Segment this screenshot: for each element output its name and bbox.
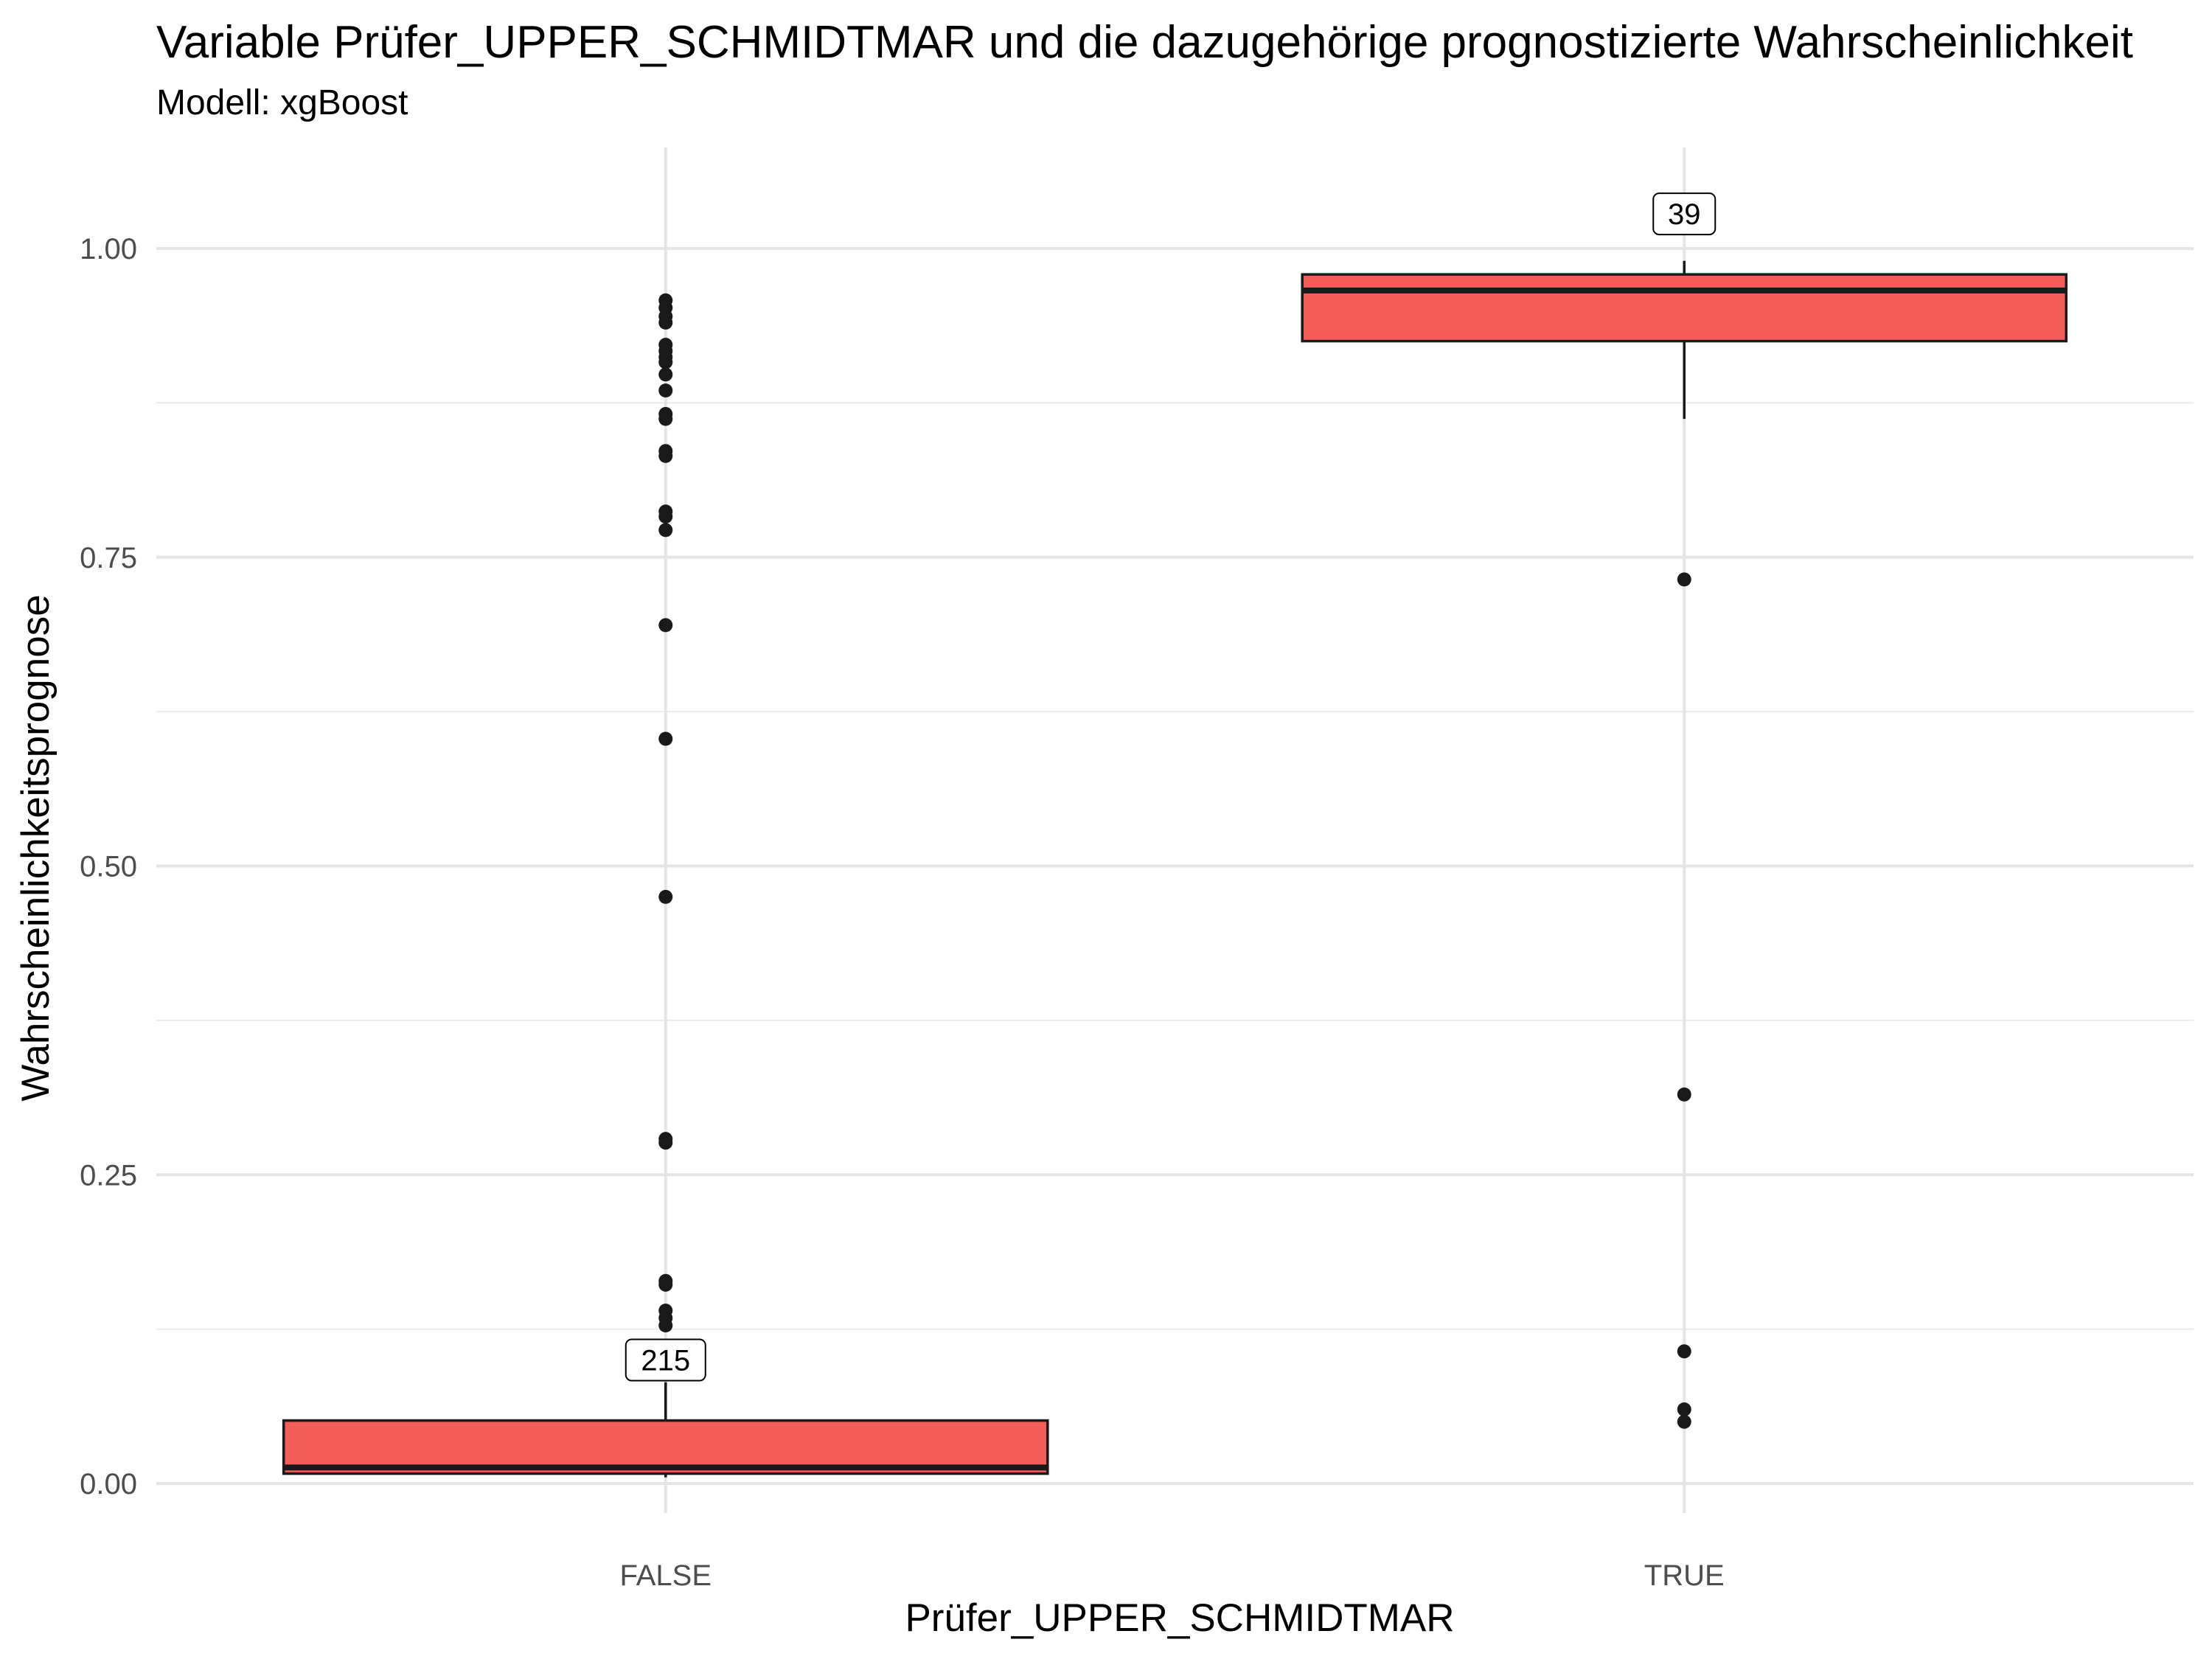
grid-lines — [156, 147, 2194, 1513]
outlier-point — [658, 448, 673, 463]
outlier-point — [658, 1277, 673, 1292]
count-label-box — [1652, 192, 1717, 236]
outlier-point — [658, 618, 673, 633]
outlier-points — [658, 293, 1691, 1429]
box-iqr — [1301, 273, 2068, 343]
x-axis-title: Prüfer_UPPER_SCHMIDTMAR — [905, 1596, 1454, 1640]
y-tick-label: 1.00 — [80, 233, 137, 265]
y-tick-label: 0.75 — [80, 542, 137, 574]
outlier-point — [658, 889, 673, 904]
outlier-point — [658, 355, 673, 369]
x-axis-ticks: FALSE TRUE — [619, 1559, 1724, 1592]
outlier-point — [658, 731, 673, 746]
y-axis-title: Wahrscheinlichkeitsprognose — [14, 594, 58, 1101]
box-true — [1301, 260, 2068, 420]
count-labels: 215 39 — [625, 192, 1717, 1382]
count-label-true: 39 — [1652, 192, 1717, 236]
outlier-point — [1677, 1402, 1691, 1416]
outlier-point — [1677, 1344, 1691, 1359]
outlier-point — [658, 509, 673, 524]
y-tick-label: 0.25 — [80, 1159, 137, 1192]
count-label-text: 215 — [641, 1345, 690, 1377]
y-tick-label: 0.50 — [80, 851, 137, 883]
outlier-point — [658, 367, 673, 382]
outlier-point — [1677, 1414, 1691, 1429]
outlier-point — [658, 1135, 673, 1150]
count-label-false: 215 — [625, 1338, 706, 1382]
outlier-point — [658, 523, 673, 538]
count-label-text: 39 — [1668, 198, 1701, 231]
outlier-point — [658, 316, 673, 330]
count-label-box — [625, 1338, 706, 1382]
x-tick-label: TRUE — [1644, 1559, 1725, 1592]
x-tick-label: FALSE — [619, 1559, 712, 1592]
chart-subtitle: Modell: xgBoost — [156, 83, 408, 122]
chart-title: Variable Prüfer_UPPER_SCHMIDTMAR und die… — [156, 17, 2133, 68]
y-axis-ticks: 0.00 0.25 0.50 0.75 1.00 — [80, 233, 137, 1500]
outlier-point — [1677, 1087, 1691, 1102]
y-tick-label: 0.00 — [80, 1468, 137, 1500]
outlier-point — [658, 1318, 673, 1333]
box-false — [282, 1382, 1049, 1478]
boxes — [282, 260, 2068, 1478]
outlier-point — [1677, 572, 1691, 587]
outlier-point — [658, 383, 673, 398]
outlier-point — [658, 411, 673, 426]
